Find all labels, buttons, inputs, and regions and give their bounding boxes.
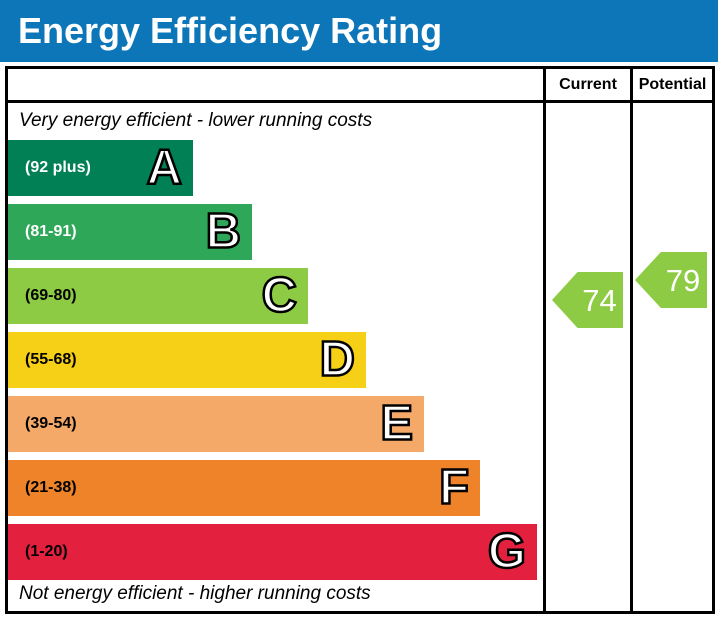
band-f-letter: F bbox=[438, 460, 470, 515]
band-f: (21-38) F bbox=[8, 460, 480, 516]
band-g-range: (1-20) bbox=[25, 543, 68, 560]
current-rating-value: 74 bbox=[582, 282, 617, 318]
bottom-note: Not energy efficient - higher running co… bbox=[19, 583, 371, 604]
band-d-letter: D bbox=[318, 332, 356, 387]
rating-table: Current Potential Very energy efficient … bbox=[5, 66, 715, 614]
column-header-potential: Potential bbox=[638, 75, 707, 93]
band-c-letter: C bbox=[260, 268, 298, 323]
band-e: (39-54) E bbox=[8, 396, 424, 452]
page-title: Energy Efficiency Rating bbox=[18, 10, 443, 51]
band-d: (55-68) D bbox=[8, 332, 366, 388]
band-a: (92 plus) A bbox=[8, 140, 193, 196]
band-b: (81-91) B bbox=[8, 204, 252, 260]
band-f-range: (21-38) bbox=[25, 479, 77, 496]
band-b-letter: B bbox=[204, 204, 242, 259]
band-g: (1-20) G bbox=[8, 524, 537, 580]
header-row-divider bbox=[8, 100, 712, 103]
band-a-letter: A bbox=[145, 140, 183, 195]
column-header-current: Current bbox=[559, 75, 617, 93]
title-bar: Energy Efficiency Rating bbox=[0, 0, 718, 62]
band-d-range: (55-68) bbox=[25, 351, 77, 368]
top-note: Very energy efficient - lower running co… bbox=[19, 110, 373, 131]
band-a-range: (92 plus) bbox=[25, 159, 91, 176]
potential-rating-marker: 79 bbox=[635, 252, 707, 308]
band-c: (69-80) C bbox=[8, 268, 308, 324]
band-g-letter: G bbox=[487, 524, 528, 579]
band-b-range: (81-91) bbox=[25, 223, 77, 240]
current-rating-marker: 74 bbox=[552, 272, 623, 328]
current-column-divider bbox=[543, 69, 546, 611]
potential-rating-value: 79 bbox=[665, 262, 701, 298]
band-c-range: (69-80) bbox=[25, 287, 77, 304]
potential-column-divider bbox=[630, 69, 633, 611]
band-e-range: (39-54) bbox=[25, 415, 77, 432]
band-e-letter: E bbox=[379, 396, 414, 451]
